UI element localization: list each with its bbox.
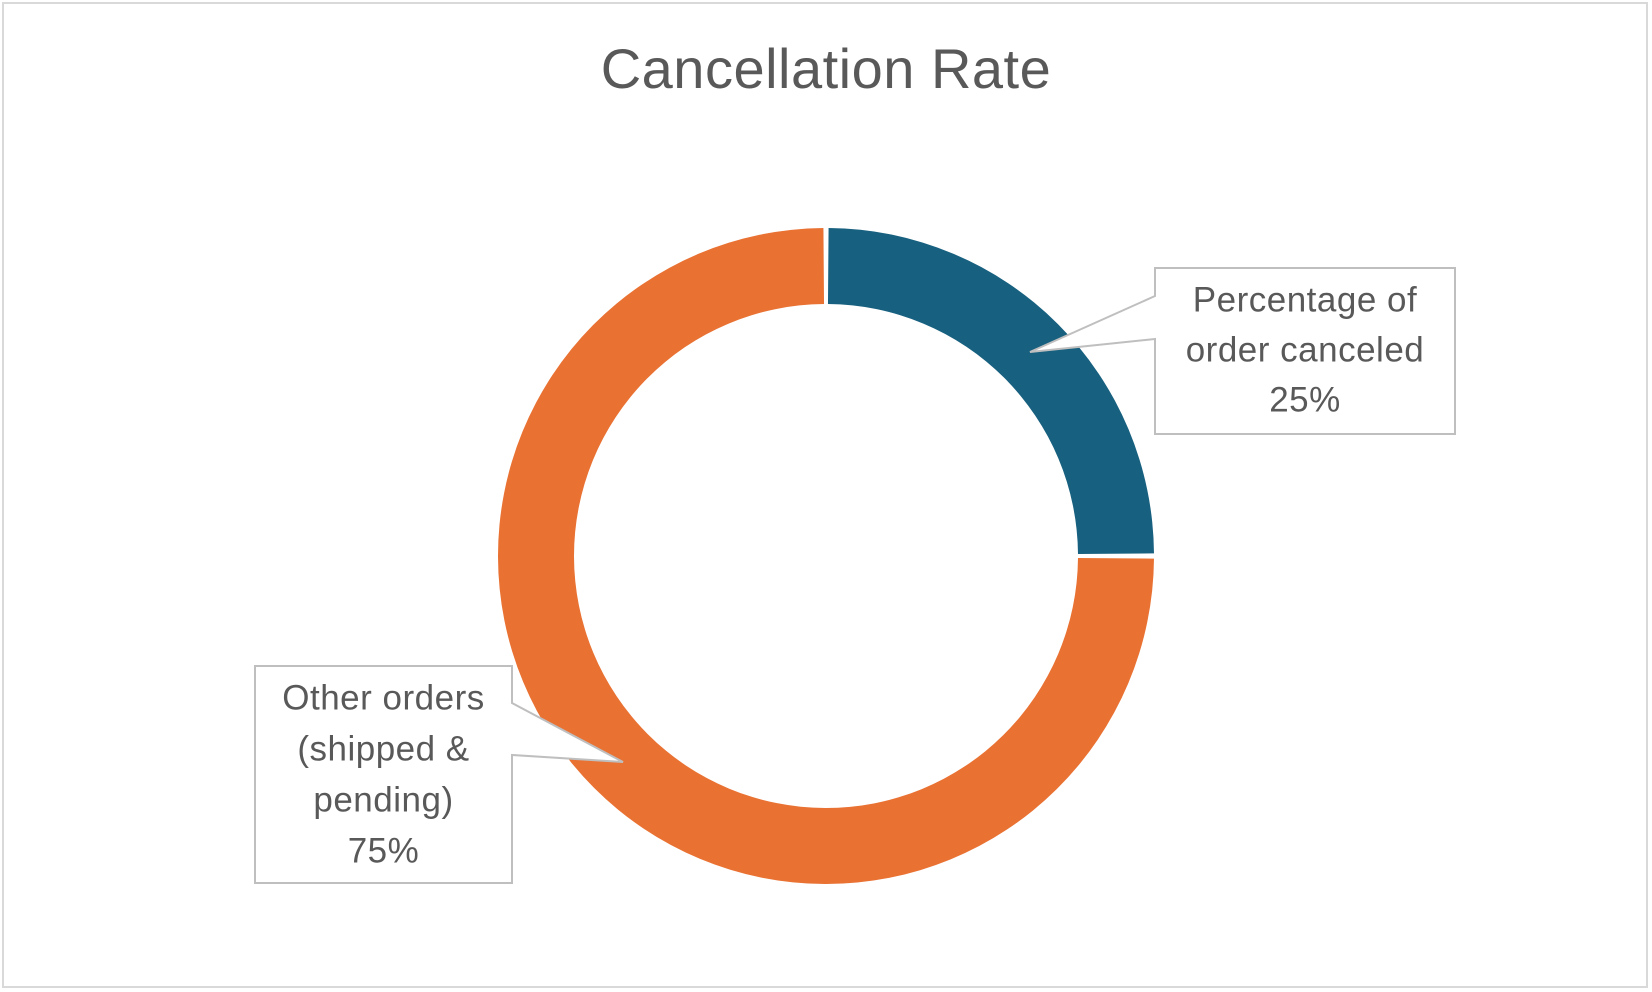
chart-title: Cancellation Rate <box>600 37 1052 100</box>
data-label-1: Percentage of order canceled 25% <box>1029 267 1456 435</box>
callout-box <box>254 665 624 884</box>
data-label-2: Other orders (shipped & pending) 75% <box>254 665 624 884</box>
data-label-line: 25% <box>1269 380 1341 419</box>
data-label-line: pending) <box>313 780 453 819</box>
data-label-line: (shipped & <box>297 729 469 768</box>
data-label-line: Percentage of <box>1193 280 1417 319</box>
data-label-line: order canceled <box>1186 330 1425 369</box>
callout-box <box>1029 267 1456 435</box>
slice-1 <box>827 228 1154 555</box>
data-label-line: 75% <box>348 831 420 870</box>
data-label-line: Other orders <box>282 678 484 717</box>
